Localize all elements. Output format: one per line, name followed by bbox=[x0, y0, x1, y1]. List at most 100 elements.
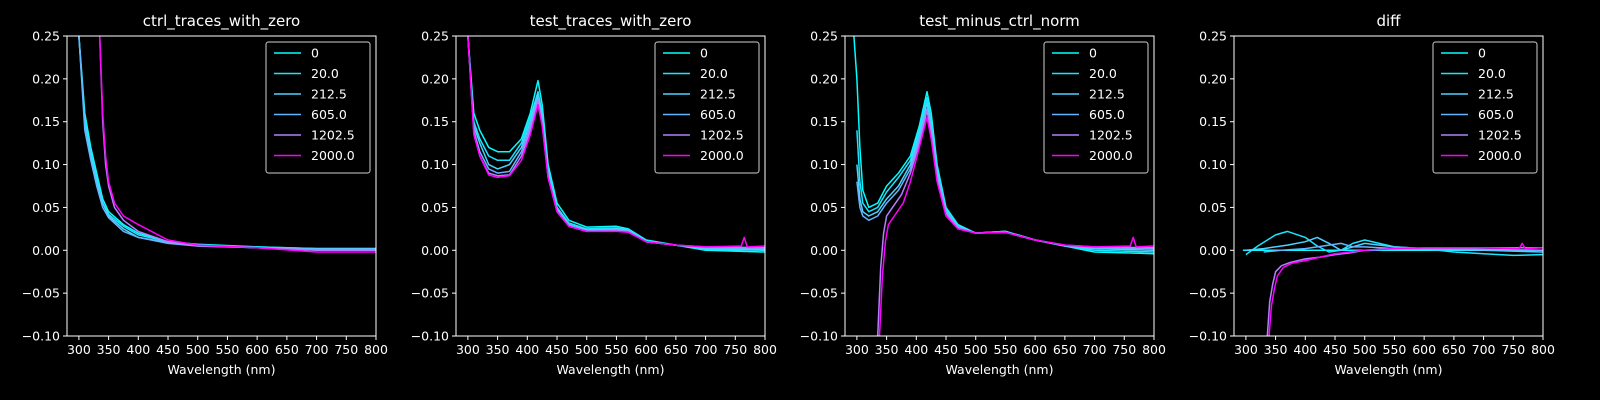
y-tick-label: 0.10 bbox=[810, 157, 838, 172]
y-tick-label: −0.10 bbox=[800, 329, 838, 344]
x-tick-label: 650 bbox=[275, 342, 299, 357]
chart-panel-1: ctrl_traces_with_zero Wavelength (nm) 300 3… bbox=[22, 12, 388, 377]
x-tick-label: 400 bbox=[904, 342, 928, 357]
x-tick-label: 800 bbox=[364, 342, 388, 357]
y-tick-label: 0.15 bbox=[421, 114, 449, 129]
plot-frame bbox=[844, 35, 1155, 337]
y-tick-label: 0.15 bbox=[32, 114, 60, 129]
y-tick-label: 0.10 bbox=[421, 157, 449, 172]
legend-entry: 0 bbox=[1089, 46, 1097, 61]
x-tick-label: 400 bbox=[515, 342, 539, 357]
y-tick-label: 0.05 bbox=[421, 200, 449, 215]
legend-entry: 1202.5 bbox=[700, 128, 744, 143]
x-tick-label: 800 bbox=[753, 342, 777, 357]
x-tick-label: 300 bbox=[845, 342, 869, 357]
x-tick-label: 350 bbox=[1264, 342, 1288, 357]
x-axis-label: Wavelength (nm) bbox=[946, 362, 1054, 377]
y-tick-label: 0.20 bbox=[421, 71, 449, 86]
legend-entry: 2000.0 bbox=[1478, 148, 1522, 163]
x-tick-label: 800 bbox=[1531, 342, 1555, 357]
legend-entry: 212.5 bbox=[311, 87, 347, 102]
legend: 0 20.0 212.5 605.0 1202.5 2000.0 bbox=[265, 41, 371, 174]
x-tick-label: 450 bbox=[934, 342, 958, 357]
legend-box bbox=[265, 41, 371, 174]
chart-title: ctrl_traces_with_zero bbox=[143, 12, 300, 31]
x-tick-label: 400 bbox=[126, 342, 150, 357]
y-tick-label: −0.10 bbox=[411, 329, 449, 344]
x-tick-label: 350 bbox=[486, 342, 510, 357]
legend-box bbox=[654, 41, 760, 174]
legend-entry: 605.0 bbox=[700, 107, 736, 122]
x-tick-label: 750 bbox=[723, 342, 747, 357]
plot-frame bbox=[1233, 35, 1544, 337]
y-tick-label: 0.00 bbox=[32, 243, 60, 258]
y-tick-label: 0.10 bbox=[32, 157, 60, 172]
x-tick-label: 500 bbox=[964, 342, 988, 357]
plot-frame bbox=[455, 35, 766, 337]
x-tick-label: 300 bbox=[1234, 342, 1258, 357]
y-tick-label: −0.05 bbox=[800, 286, 838, 301]
x-tick-label: 750 bbox=[1501, 342, 1525, 357]
y-tick-label: −0.05 bbox=[411, 286, 449, 301]
x-axis-label: Wavelength (nm) bbox=[168, 362, 276, 377]
x-tick-label: 650 bbox=[664, 342, 688, 357]
legend-entry: 212.5 bbox=[1478, 87, 1514, 102]
series-line-2000.0 bbox=[467, 36, 765, 248]
legend-entry: 605.0 bbox=[311, 107, 347, 122]
x-tick-label: 500 bbox=[186, 342, 210, 357]
chart-panel-2: test_traces_with_zero Wavelength (nm) 300 3… bbox=[411, 12, 777, 377]
x-tick-label: 700 bbox=[1472, 342, 1496, 357]
x-tick-label: 600 bbox=[1023, 342, 1047, 357]
legend-entry: 212.5 bbox=[700, 87, 736, 102]
series-line-2000.0 bbox=[98, 36, 376, 253]
x-tick-label: 350 bbox=[875, 342, 899, 357]
x-tick-label: 750 bbox=[1112, 342, 1136, 357]
x-tick-label: 800 bbox=[1142, 342, 1166, 357]
x-tick-label: 700 bbox=[305, 342, 329, 357]
y-tick-label: 0.05 bbox=[1199, 200, 1227, 215]
panels: ctrl_traces_with_zero Wavelength (nm) 300 3… bbox=[22, 12, 1555, 377]
chart-title: test_minus_ctrl_norm bbox=[919, 12, 1080, 31]
x-tick-label: 300 bbox=[67, 342, 91, 357]
legend-entry: 2000.0 bbox=[311, 148, 355, 163]
x-axis-label: Wavelength (nm) bbox=[557, 362, 665, 377]
legend-entry: 1202.5 bbox=[1089, 128, 1133, 143]
y-tick-label: 0.20 bbox=[1199, 71, 1227, 86]
legend-entry: 0 bbox=[311, 46, 319, 61]
legend-entry: 212.5 bbox=[1089, 87, 1125, 102]
x-tick-label: 500 bbox=[575, 342, 599, 357]
legend-box bbox=[1432, 41, 1538, 174]
chart-panel-4: diff Wavelength (nm) 300 350 400 450 500 550 600… bbox=[1189, 12, 1555, 377]
y-tick-label: 0.15 bbox=[810, 114, 838, 129]
x-tick-label: 450 bbox=[156, 342, 180, 357]
x-tick-label: 700 bbox=[694, 342, 718, 357]
legend: 0 20.0 212.5 605.0 1202.5 2000.0 bbox=[654, 41, 760, 174]
chart-title: test_traces_with_zero bbox=[530, 12, 692, 31]
legend-entry: 2000.0 bbox=[1089, 148, 1133, 163]
plot-frame bbox=[66, 35, 377, 337]
x-tick-label: 700 bbox=[1083, 342, 1107, 357]
legend-box bbox=[1043, 41, 1149, 174]
y-tick-label: 0.05 bbox=[810, 200, 838, 215]
series-line-2000.0 bbox=[1268, 242, 1543, 336]
y-tick-label: −0.10 bbox=[22, 329, 60, 344]
legend: 0 20.0 212.5 605.0 1202.5 2000.0 bbox=[1043, 41, 1149, 174]
x-axis-label: Wavelength (nm) bbox=[1335, 362, 1443, 377]
x-tick-label: 550 bbox=[605, 342, 629, 357]
legend-entry: 1202.5 bbox=[311, 128, 355, 143]
chart-title: diff bbox=[1376, 12, 1401, 30]
y-tick-label: −0.05 bbox=[1189, 286, 1227, 301]
y-tick-label: −0.10 bbox=[1189, 329, 1227, 344]
y-tick-label: 0.00 bbox=[421, 243, 449, 258]
series-group bbox=[78, 36, 376, 253]
series-group bbox=[467, 36, 765, 253]
y-tick-label: 0.00 bbox=[1199, 243, 1227, 258]
series-line-20.0 bbox=[1245, 230, 1543, 257]
y-tick-label: 0.25 bbox=[1199, 29, 1227, 44]
x-tick-label: 600 bbox=[1412, 342, 1436, 357]
y-tick-label: 0.25 bbox=[421, 29, 449, 44]
legend-entry: 20.0 bbox=[311, 66, 339, 81]
y-tick-label: −0.05 bbox=[22, 286, 60, 301]
y-tick-label: 0.00 bbox=[810, 243, 838, 258]
